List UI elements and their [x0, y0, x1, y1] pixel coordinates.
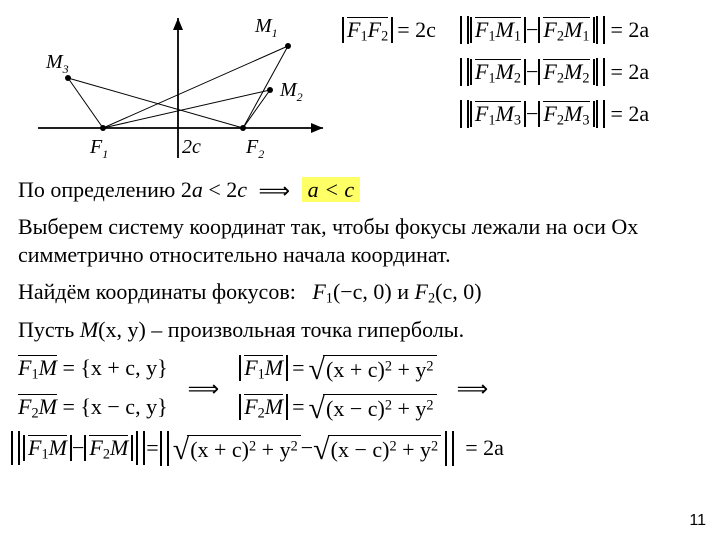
- eq-f1m1-f2m1: F1M1 − F2M1 = 2a: [466, 16, 649, 44]
- focal-distance-equations: F1F2 = 2c F1M1 − F2M1 = 2a F1M2 − F2M2 =…: [338, 8, 649, 128]
- final-hyperbola-equation: F1M − F2M = √(x + c)2 + y2 − √(x − c)2 +…: [18, 435, 702, 462]
- hyperbola-foci-diagram: F1 F2 M1 M2 M3 2c: [18, 8, 338, 168]
- svg-text:F1: F1: [89, 136, 108, 161]
- svg-text:2c: 2c: [182, 136, 201, 158]
- foci-coordinates-line: Найдём координаты фокусов: F1(−c, 0) и F…: [18, 278, 702, 308]
- coord-system-paragraph: Выберем систему координат так, чтобы фок…: [18, 213, 702, 270]
- let-M-paragraph: Пусть M(x, y) – произвольная точка гипер…: [18, 316, 702, 345]
- eq-f1m3-f2m3: F1M3 − F2M3 = 2a: [466, 100, 649, 128]
- svg-text:M3: M3: [45, 51, 69, 76]
- definition-inequality: По определению 2a < 2c ⟹ a < c: [18, 176, 702, 205]
- page-number: 11: [689, 512, 706, 530]
- eq-f1f2: F1F2 = 2c: [342, 17, 436, 43]
- vector-block: F1M = {x + c, y} F2M = {x − c, y} ⟹ F1M …: [18, 355, 702, 421]
- svg-text:M2: M2: [279, 79, 303, 104]
- implies-arrow-2: ⟹: [182, 376, 226, 402]
- implies-arrow-3: ⟹: [451, 376, 495, 402]
- highlighted-a-lt-c: a < c: [302, 177, 361, 202]
- svg-text:M1: M1: [254, 15, 278, 40]
- svg-text:F2: F2: [245, 136, 264, 161]
- eq-f1m2-f2m2: F1M2 − F2M2 = 2a: [466, 58, 649, 86]
- implies-arrow-1: ⟹: [253, 177, 297, 206]
